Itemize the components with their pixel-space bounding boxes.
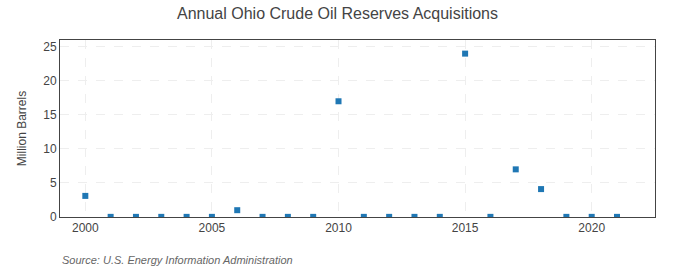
- svg-text:Source: U.S. Energy Informatio: Source: U.S. Energy Information Administ…: [62, 254, 293, 266]
- svg-text:0: 0: [50, 210, 57, 224]
- svg-text:2000: 2000: [72, 221, 99, 235]
- svg-text:Annual Ohio Crude Oil Reserves: Annual Ohio Crude Oil Reserves Acquisiti…: [177, 5, 498, 22]
- svg-text:20: 20: [43, 74, 57, 88]
- svg-text:10: 10: [43, 142, 57, 156]
- svg-text:2010: 2010: [325, 221, 352, 235]
- svg-text:25: 25: [43, 40, 57, 54]
- svg-text:Million Barrels: Million Barrels: [15, 91, 29, 166]
- svg-text:15: 15: [43, 108, 57, 122]
- svg-text:5: 5: [50, 176, 57, 190]
- svg-text:2005: 2005: [199, 221, 226, 235]
- svg-text:2015: 2015: [452, 221, 479, 235]
- svg-text:2020: 2020: [578, 221, 605, 235]
